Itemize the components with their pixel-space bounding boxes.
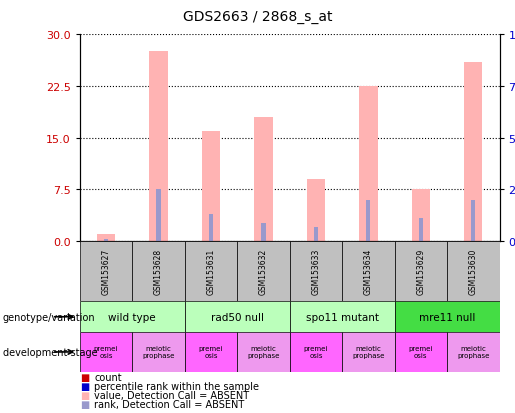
Bar — [261, 223, 266, 242]
Text: value, Detection Call = ABSENT: value, Detection Call = ABSENT — [94, 390, 249, 400]
FancyBboxPatch shape — [342, 332, 394, 372]
Text: genotype/variation: genotype/variation — [3, 312, 95, 322]
FancyBboxPatch shape — [80, 242, 132, 301]
Text: spo11 mutant: spo11 mutant — [306, 312, 379, 322]
Text: percentile rank within the sample: percentile rank within the sample — [94, 381, 259, 391]
FancyBboxPatch shape — [289, 242, 342, 301]
Text: ■: ■ — [80, 372, 89, 382]
Bar — [419, 219, 423, 242]
Text: meiotic
prophase: meiotic prophase — [142, 346, 175, 358]
Bar — [157, 190, 161, 242]
Bar — [411, 190, 430, 242]
FancyBboxPatch shape — [394, 332, 447, 372]
Text: GDS2663 / 2868_s_at: GDS2663 / 2868_s_at — [183, 10, 332, 24]
Text: GSM153631: GSM153631 — [207, 249, 215, 294]
Bar — [149, 52, 168, 242]
FancyBboxPatch shape — [447, 332, 500, 372]
Bar — [104, 240, 108, 242]
Text: GSM153632: GSM153632 — [259, 249, 268, 294]
Bar — [464, 63, 483, 242]
FancyBboxPatch shape — [342, 242, 394, 301]
Text: premei
osis: premei osis — [409, 346, 433, 358]
FancyBboxPatch shape — [237, 242, 289, 301]
Text: rank, Detection Call = ABSENT: rank, Detection Call = ABSENT — [94, 399, 245, 409]
Bar — [209, 215, 213, 242]
Text: wild type: wild type — [109, 312, 156, 322]
Text: ■: ■ — [80, 399, 89, 409]
Text: ■: ■ — [80, 381, 89, 391]
FancyBboxPatch shape — [185, 301, 289, 332]
Bar — [254, 118, 272, 242]
Text: meiotic
prophase: meiotic prophase — [247, 346, 280, 358]
Bar — [471, 200, 475, 242]
Text: premei
osis: premei osis — [94, 346, 118, 358]
FancyBboxPatch shape — [394, 301, 500, 332]
Bar — [202, 131, 220, 242]
Text: GSM153628: GSM153628 — [154, 249, 163, 294]
Bar — [314, 227, 318, 242]
Text: rad50 null: rad50 null — [211, 312, 264, 322]
FancyBboxPatch shape — [289, 332, 342, 372]
FancyBboxPatch shape — [447, 242, 500, 301]
Text: premei
osis: premei osis — [199, 346, 223, 358]
Text: ■: ■ — [80, 390, 89, 400]
Text: GSM153634: GSM153634 — [364, 248, 373, 295]
Bar — [307, 180, 325, 242]
FancyBboxPatch shape — [80, 332, 132, 372]
Text: GSM153633: GSM153633 — [312, 248, 320, 295]
Text: premei
osis: premei osis — [304, 346, 328, 358]
FancyBboxPatch shape — [394, 242, 447, 301]
FancyBboxPatch shape — [80, 301, 185, 332]
Text: GSM153627: GSM153627 — [101, 249, 111, 294]
Bar — [359, 87, 377, 242]
FancyBboxPatch shape — [289, 301, 394, 332]
Bar — [97, 235, 115, 242]
FancyBboxPatch shape — [185, 332, 237, 372]
FancyBboxPatch shape — [237, 332, 289, 372]
Text: count: count — [94, 372, 122, 382]
Text: development stage: development stage — [3, 347, 97, 357]
Text: GSM153629: GSM153629 — [416, 249, 425, 294]
Text: meiotic
prophase: meiotic prophase — [457, 346, 489, 358]
FancyBboxPatch shape — [185, 242, 237, 301]
Bar — [366, 200, 370, 242]
Text: meiotic
prophase: meiotic prophase — [352, 346, 385, 358]
FancyBboxPatch shape — [132, 332, 185, 372]
FancyBboxPatch shape — [132, 242, 185, 301]
Text: mre11 null: mre11 null — [419, 312, 475, 322]
Text: GSM153630: GSM153630 — [469, 248, 478, 295]
